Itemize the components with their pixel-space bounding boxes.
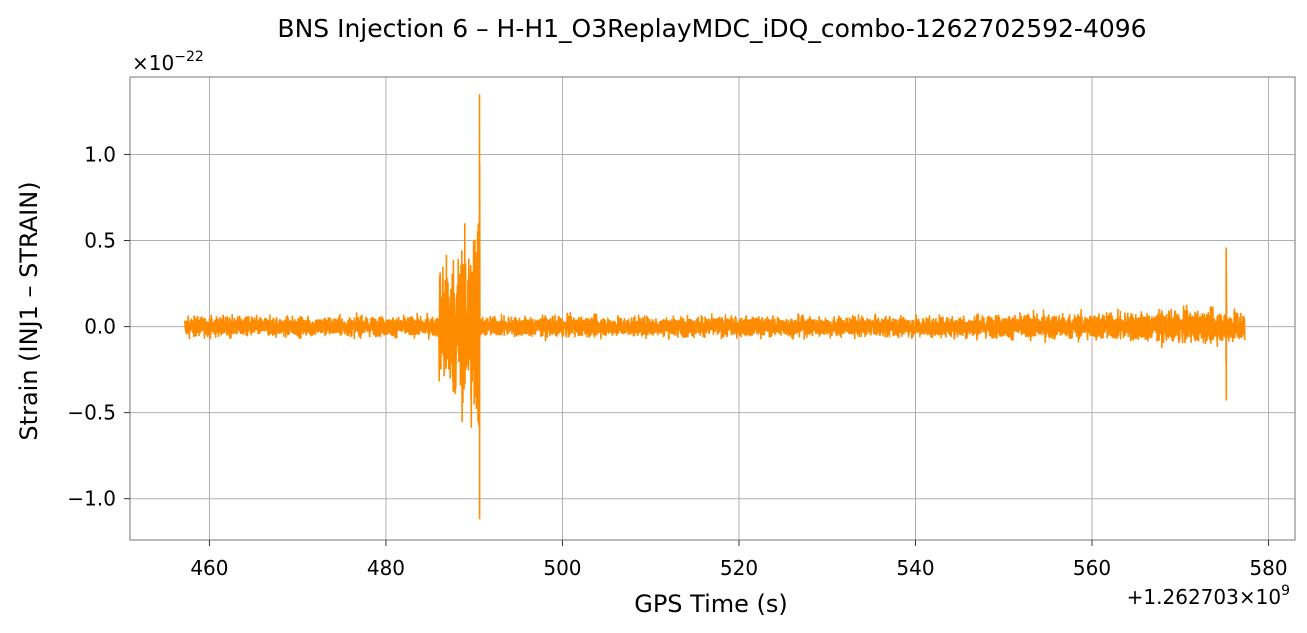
y-tick-label: −0.5 — [67, 401, 116, 425]
y-axis-ticks: −1.0 −0.5 0.0 0.5 1.0 — [67, 142, 130, 511]
y-tick-label: −1.0 — [67, 487, 116, 511]
x-tick-label: 460 — [190, 556, 228, 580]
x-axis-label: GPS Time (s) — [634, 590, 788, 618]
plot-frame — [129, 76, 1296, 541]
x-tick-label: 560 — [1073, 556, 1111, 580]
strain-series-line — [183, 94, 1246, 520]
x-tick-label: 480 — [367, 556, 405, 580]
y-axis-label: Strain (INJ1 – STRAIN) — [15, 181, 43, 440]
y-tick-label: 1.0 — [84, 142, 116, 166]
x-tick-label: 500 — [543, 556, 581, 580]
x-tick-label: 540 — [896, 556, 934, 580]
chart-title: BNS Injection 6 – H-H1_O3ReplayMDC_iDQ_c… — [277, 14, 1146, 43]
x-axis-ticks: 460 480 500 520 540 560 580 — [190, 540, 1288, 580]
x-tick-label: 520 — [720, 556, 758, 580]
y-scale-factor: ×10−22 — [132, 49, 204, 75]
x-offset-label: +1.262703×109 — [1127, 583, 1290, 609]
y-tick-label: 0.0 — [84, 315, 116, 339]
x-tick-label: 580 — [1249, 556, 1287, 580]
grid — [130, 77, 1295, 540]
y-tick-label: 0.5 — [84, 229, 116, 253]
strain-trace — [183, 94, 1246, 520]
